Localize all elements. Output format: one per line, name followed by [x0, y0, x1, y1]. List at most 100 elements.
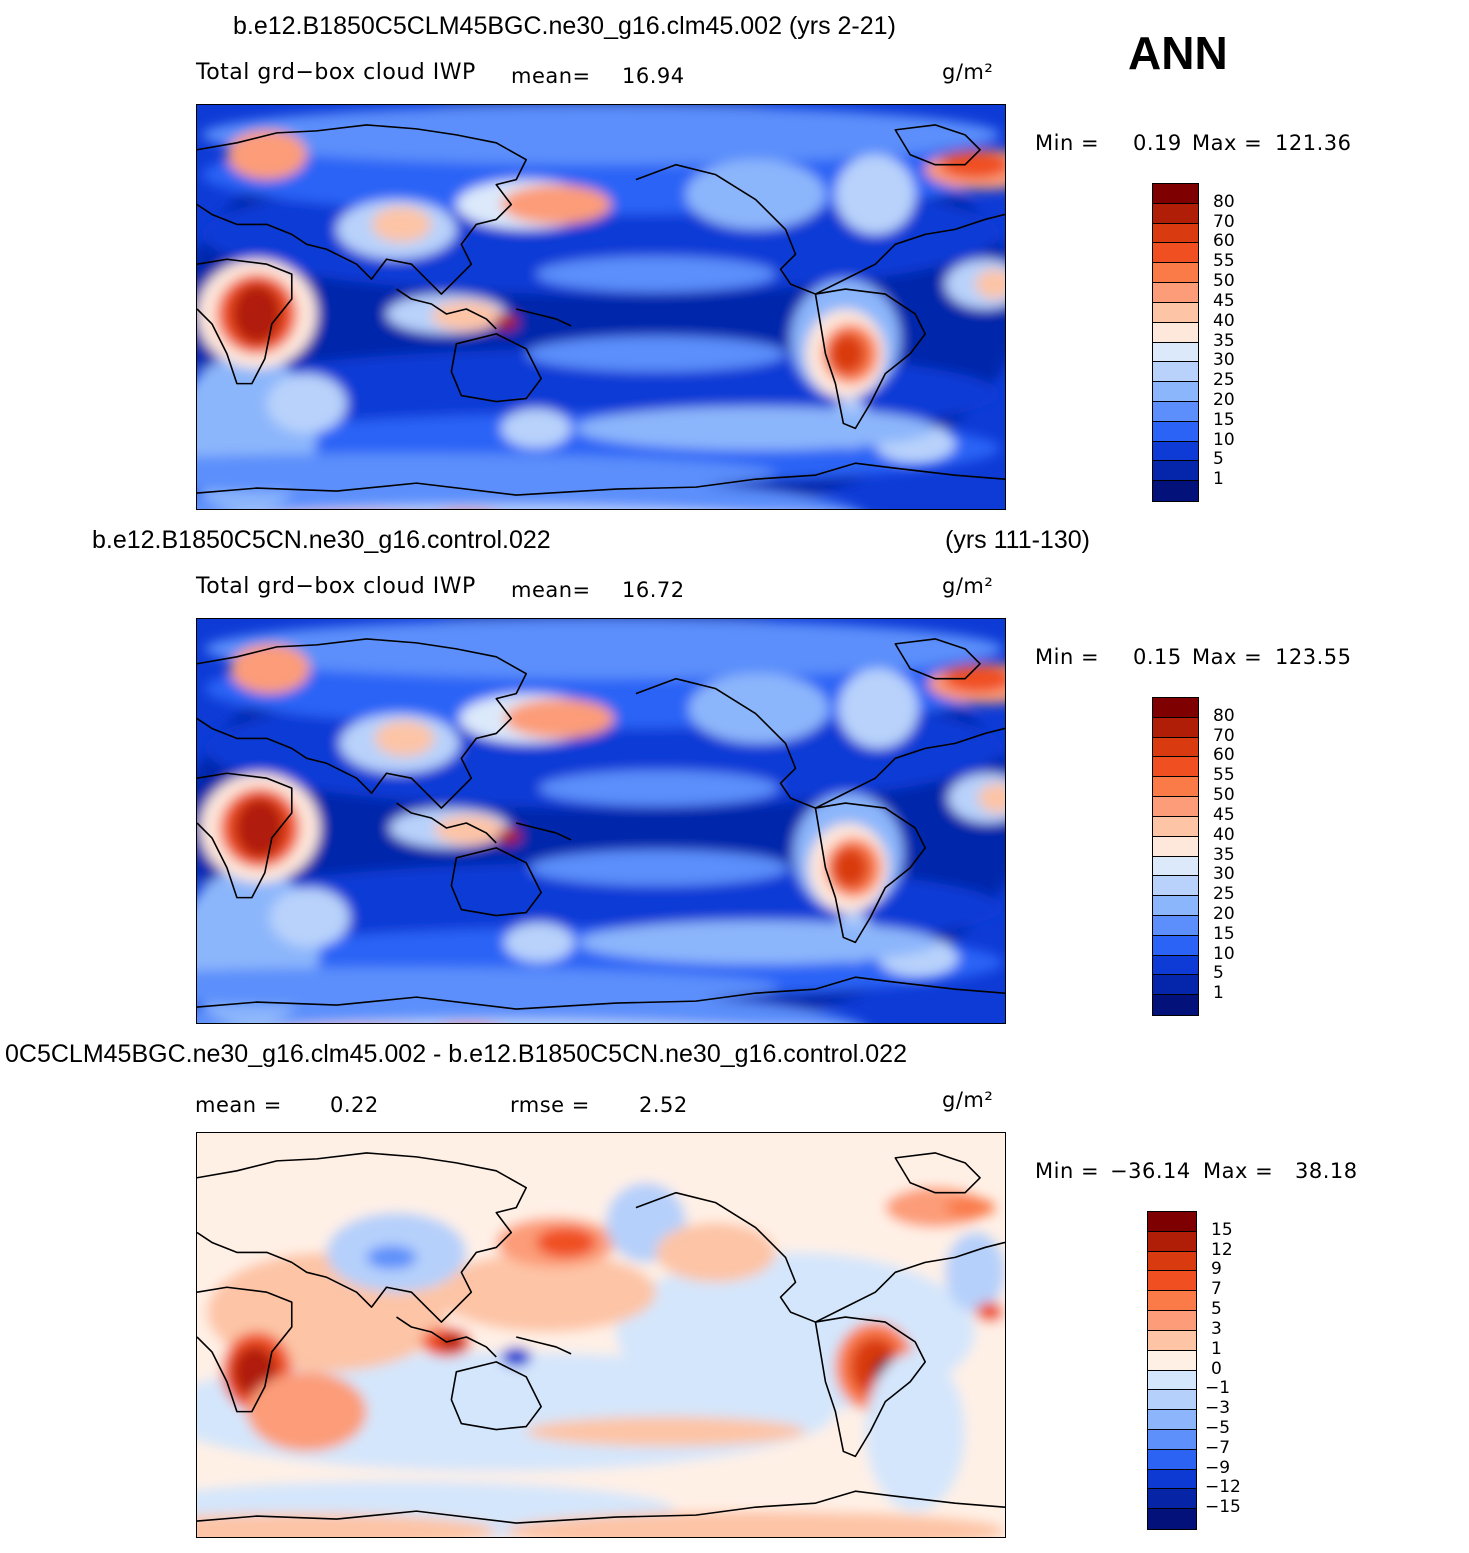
colorbar-swatch — [1153, 263, 1198, 284]
colorbar-swatch — [1153, 995, 1198, 1015]
colorbar-tick-label: −1 — [1205, 1378, 1231, 1399]
colorbar-swatch — [1153, 816, 1198, 837]
colorbar-tick-label: 60 — [1213, 745, 1235, 766]
colorbar-swatch — [1153, 184, 1198, 204]
panel1-min-label: Min = — [1035, 131, 1100, 155]
colorbar-tick-label: 5 — [1211, 1299, 1222, 1320]
colorbar-swatch — [1148, 1509, 1196, 1529]
colorbar-tick-label: −12 — [1205, 1477, 1241, 1498]
panel1-units: g/m² — [942, 60, 994, 84]
colorbar-tick-label: 1 — [1213, 983, 1224, 1004]
colorbar-tick-label: 55 — [1213, 765, 1235, 786]
colorbar-swatch — [1153, 302, 1198, 323]
colorbar-tick-label: 45 — [1213, 804, 1235, 825]
panel2-min-value: 0.15 — [1133, 645, 1182, 669]
panel1-colorbar — [1152, 183, 1199, 502]
colorbar-swatch — [1153, 955, 1198, 976]
colorbar-tick-label: −9 — [1205, 1457, 1231, 1478]
colorbar-swatch — [1153, 342, 1198, 363]
colorbar-swatch — [1153, 223, 1198, 244]
panel1-max-label: Max = — [1192, 131, 1263, 155]
colorbar-swatch — [1153, 856, 1198, 877]
colorbar-tick-label: −3 — [1205, 1398, 1231, 1419]
colorbar-swatch — [1148, 1489, 1196, 1510]
panel1-mean-value: 16.94 — [622, 64, 685, 88]
colorbar-swatch — [1153, 322, 1198, 343]
colorbar-tick-label: 80 — [1213, 191, 1235, 212]
season-label: ANN — [1128, 27, 1228, 79]
colorbar-swatch — [1153, 481, 1198, 501]
panel2-mean-value: 16.72 — [622, 578, 685, 602]
colorbar-tick-label: 60 — [1213, 231, 1235, 252]
colorbar-tick-label: 1 — [1211, 1338, 1222, 1359]
colorbar-swatch — [1153, 401, 1198, 422]
colorbar-tick-label: 70 — [1213, 725, 1235, 746]
panel2-variable: Total grd−box cloud IWP — [196, 574, 476, 599]
colorbar-tick-label: 40 — [1213, 310, 1235, 331]
panel2-years: (yrs 111-130) — [945, 526, 1090, 554]
panel3-rmse-label: rmse = — [510, 1093, 590, 1117]
panel3-map — [196, 1132, 1006, 1538]
colorbar-swatch — [1148, 1212, 1196, 1232]
colorbar-swatch — [1153, 777, 1198, 798]
colorbar-swatch — [1148, 1350, 1196, 1371]
colorbar-tick-label: 50 — [1213, 271, 1235, 292]
colorbar-swatch — [1153, 717, 1198, 738]
colorbar-tick-label: 35 — [1213, 330, 1235, 351]
colorbar-swatch — [1153, 382, 1198, 402]
colorbar-tick-label: 35 — [1213, 844, 1235, 865]
colorbar-tick-label: 30 — [1213, 350, 1235, 371]
panel3-min-label: Min = — [1035, 1159, 1100, 1183]
colorbar-swatch — [1153, 283, 1198, 303]
panel2-units: g/m² — [942, 574, 994, 598]
panel1-variable: Total grd−box cloud IWP — [196, 60, 476, 85]
colorbar-swatch — [1148, 1429, 1196, 1450]
colorbar-tick-label: −7 — [1205, 1437, 1231, 1458]
panel1-map — [196, 104, 1006, 510]
colorbar-tick-label: 10 — [1213, 943, 1235, 964]
panel1-max-value: 121.36 — [1275, 131, 1352, 155]
colorbar-swatch — [1153, 698, 1198, 718]
panel3-colorbar — [1147, 1211, 1197, 1530]
colorbar-swatch — [1153, 362, 1198, 383]
colorbar-tick-label: 50 — [1213, 785, 1235, 806]
panel3-units: g/m² — [942, 1088, 994, 1112]
colorbar-tick-label: 40 — [1213, 824, 1235, 845]
colorbar-swatch — [1153, 737, 1198, 758]
colorbar-tick-label: 45 — [1213, 290, 1235, 311]
colorbar-swatch — [1148, 1291, 1196, 1312]
colorbar-tick-label: 25 — [1213, 884, 1235, 905]
colorbar-tick-label: 55 — [1213, 251, 1235, 272]
panel1-min-value: 0.19 — [1133, 131, 1182, 155]
colorbar-tick-label: 0 — [1211, 1358, 1222, 1379]
panel1-title: b.e12.B1850C5CLM45BGC.ne30_g16.clm45.002… — [233, 12, 896, 40]
colorbar-swatch — [1153, 896, 1198, 916]
colorbar-swatch — [1153, 915, 1198, 936]
colorbar-tick-label: 5 — [1213, 963, 1224, 984]
panel2-max-label: Max = — [1192, 645, 1263, 669]
colorbar-tick-label: −15 — [1205, 1497, 1241, 1518]
colorbar-swatch — [1148, 1311, 1196, 1331]
colorbar-swatch — [1148, 1410, 1196, 1430]
colorbar-swatch — [1153, 203, 1198, 224]
colorbar-tick-label: 5 — [1213, 449, 1224, 470]
panel3-rmse-value: 2.52 — [639, 1093, 688, 1117]
colorbar-tick-label: 15 — [1211, 1219, 1233, 1240]
panel3-mean-label: mean = — [195, 1093, 282, 1117]
colorbar-swatch — [1148, 1251, 1196, 1272]
colorbar-swatch — [1153, 757, 1198, 778]
panel1-mean-label: mean= — [511, 64, 591, 88]
colorbar-tick-label: 70 — [1213, 211, 1235, 232]
colorbar-tick-label: 15 — [1213, 923, 1235, 944]
colorbar-swatch — [1148, 1449, 1196, 1470]
colorbar-swatch — [1153, 935, 1198, 956]
panel2-mean-label: mean= — [511, 578, 591, 602]
colorbar-tick-label: 80 — [1213, 705, 1235, 726]
colorbar-tick-label: 15 — [1213, 409, 1235, 430]
colorbar-tick-label: 3 — [1211, 1318, 1222, 1339]
colorbar-tick-label: 25 — [1213, 370, 1235, 391]
colorbar-swatch — [1148, 1469, 1196, 1490]
panel2-min-label: Min = — [1035, 645, 1100, 669]
colorbar-tick-label: 12 — [1211, 1239, 1233, 1260]
colorbar-swatch — [1153, 441, 1198, 462]
